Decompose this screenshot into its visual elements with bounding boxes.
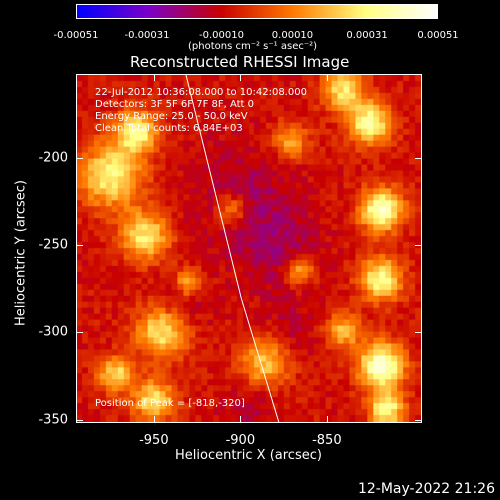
axis-tick-mark bbox=[76, 419, 83, 421]
colorbar-tick-label: 0.00051 bbox=[417, 30, 459, 41]
chart-title: Reconstructed RHESSI Image bbox=[130, 53, 350, 71]
heatmap-image bbox=[77, 75, 421, 422]
colorbar-tick-label: -0.00031 bbox=[124, 30, 170, 41]
x-tick-label: -950 bbox=[139, 433, 169, 448]
plot-overlay bbox=[185, 75, 280, 422]
axis-tick-mark bbox=[415, 245, 422, 246]
annotation-energy: Energy Range: 25.0 - 50.0 keV bbox=[95, 111, 248, 122]
axis-tick-mark bbox=[326, 416, 328, 423]
axis-tick-mark bbox=[240, 74, 242, 81]
colorbar-tick-label: -0.00051 bbox=[53, 30, 99, 41]
axis-tick-mark bbox=[415, 419, 422, 421]
axis-tick-mark bbox=[415, 332, 422, 334]
colorbar-tick-label: -0.00010 bbox=[199, 30, 244, 41]
x-tick-label: -850 bbox=[312, 433, 342, 448]
colorbar-tick-label: 0.00031 bbox=[346, 30, 388, 41]
peak-label: Position of Peak = [-818,-320] bbox=[95, 398, 245, 409]
x-axis-title: Heliocentric X (arcsec) bbox=[175, 448, 322, 463]
colorbar bbox=[76, 4, 438, 19]
footer-date: 12-May-2022 21:26 bbox=[357, 481, 495, 497]
axis-tick-mark bbox=[76, 157, 83, 159]
axis-tick-mark bbox=[76, 245, 83, 246]
annotation-counts: Clean Total counts: 6.84E+03 bbox=[95, 123, 243, 134]
axis-tick-mark bbox=[326, 74, 328, 81]
y-tick-label: -200 bbox=[38, 150, 68, 166]
y-tick-label: -350 bbox=[38, 412, 68, 427]
colorbar-tick-label: 0.00010 bbox=[271, 30, 314, 41]
axis-tick-mark bbox=[153, 416, 155, 423]
axis-tick-mark bbox=[153, 74, 155, 81]
axis-tick-mark bbox=[240, 416, 242, 423]
y-axis-title: Heliocentric Y (arcsec) bbox=[13, 180, 29, 326]
annotation-time: 22-Jul-2012 10:36:08.000 to 10:42:08.000 bbox=[95, 87, 307, 98]
y-tick-label: -300 bbox=[38, 324, 68, 340]
axis-tick-mark bbox=[76, 332, 83, 334]
x-tick-label: -900 bbox=[225, 433, 256, 448]
solar-limb-line bbox=[185, 75, 280, 422]
colorbar-units: (photons cm⁻² s⁻¹ asec⁻²) bbox=[188, 41, 318, 52]
annotation-detectors: Detectors: 3F 5F 6F 7F 8F, Att 0 bbox=[95, 99, 255, 110]
plot-area: 22-Jul-2012 10:36:08.000 to 10:42:08.000… bbox=[76, 74, 422, 423]
axis-tick-mark bbox=[415, 157, 422, 159]
y-tick-label: -250 bbox=[38, 237, 68, 253]
